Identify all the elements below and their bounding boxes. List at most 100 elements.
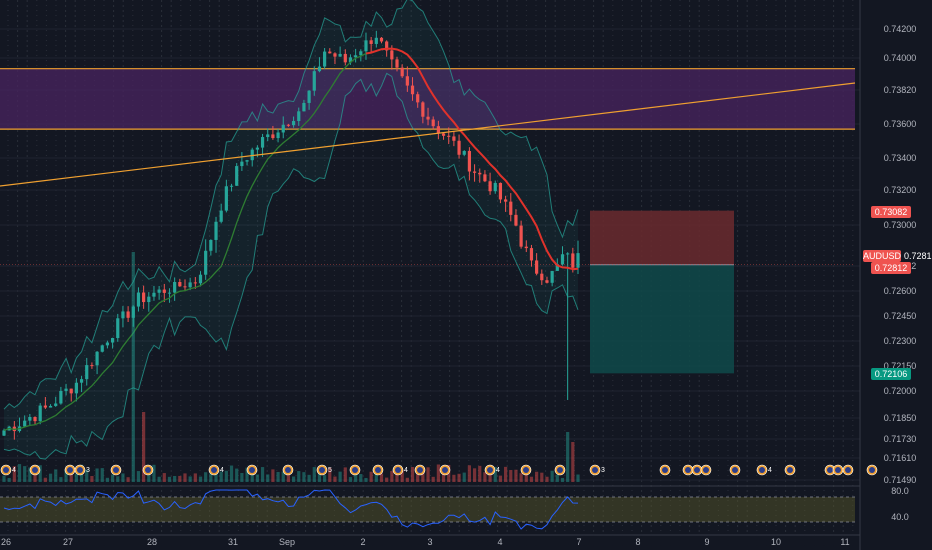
event-count-label: 3 xyxy=(86,467,90,474)
rsi-tick-label: 40.0 xyxy=(891,512,909,522)
volume-bar xyxy=(188,476,192,482)
volume-bar xyxy=(219,471,223,482)
candle xyxy=(400,67,404,77)
candle xyxy=(498,182,503,200)
candle xyxy=(385,41,389,51)
volume-bar xyxy=(74,473,78,482)
event-count-label: 3 xyxy=(601,467,605,474)
candle xyxy=(229,185,234,187)
take-profit-zone[interactable] xyxy=(590,264,734,374)
candle xyxy=(33,416,37,422)
volume-bar xyxy=(266,474,270,482)
event-flag-center xyxy=(3,467,9,473)
candle xyxy=(509,201,513,215)
candle xyxy=(90,365,94,367)
volume-bar xyxy=(12,466,16,482)
candle xyxy=(74,382,78,394)
volume-bar xyxy=(162,473,166,482)
candle xyxy=(343,53,347,63)
volume-bar xyxy=(524,469,528,482)
candle xyxy=(317,66,322,72)
volume-bar xyxy=(483,472,487,482)
volume-bar xyxy=(535,471,539,482)
price-tick-label: 0.72600 xyxy=(884,286,917,296)
ascending-trendline[interactable] xyxy=(0,82,856,187)
candle xyxy=(204,250,208,275)
candle xyxy=(364,40,368,52)
volume-bar xyxy=(90,475,94,482)
volume-bar xyxy=(343,467,347,482)
event-flag-center xyxy=(375,467,381,473)
event-flag-center xyxy=(113,467,119,473)
moving-average xyxy=(3,47,579,432)
volume-bar xyxy=(514,469,518,482)
volume-bar xyxy=(509,469,513,482)
candle xyxy=(136,292,141,307)
bollinger-fill xyxy=(4,0,578,460)
price-tick-label: 0.72300 xyxy=(884,336,917,346)
trade-position-box[interactable] xyxy=(0,210,855,374)
volume-bar xyxy=(529,476,534,482)
candle xyxy=(540,273,544,281)
candle xyxy=(100,345,104,352)
candle xyxy=(286,124,291,126)
candle xyxy=(142,292,146,303)
event-flag-center xyxy=(352,467,358,473)
candle xyxy=(379,37,384,42)
time-axis[interactable]: 26 27 28 31 Sep 2 3 4 7 8 9 10 11 xyxy=(1,537,850,547)
candle xyxy=(467,151,472,172)
volume-bar xyxy=(121,473,125,482)
price-tick-label: 0.72150 xyxy=(884,361,917,371)
volume-bar xyxy=(472,468,477,482)
volume-bar xyxy=(436,464,440,482)
event-flag-center xyxy=(417,467,423,473)
candle xyxy=(312,71,316,91)
time-tick-label: 26 xyxy=(1,537,11,547)
volume-bar xyxy=(255,474,259,482)
candle xyxy=(209,239,213,251)
volume-bar xyxy=(157,476,161,482)
volume-bar xyxy=(131,252,135,482)
volume-bar xyxy=(23,466,27,482)
price-tick-label: 0.73000 xyxy=(884,220,917,230)
candle xyxy=(441,133,446,136)
candle xyxy=(250,149,254,161)
volume-bar xyxy=(338,471,342,482)
price-tag-label: AUDUSD xyxy=(863,251,902,261)
time-tick-label: 3 xyxy=(427,537,432,547)
volume-bar xyxy=(64,469,68,482)
volume-bar xyxy=(209,473,213,482)
candle xyxy=(504,199,508,202)
volume-bar xyxy=(498,475,503,482)
event-flag-center xyxy=(845,467,851,473)
volume-bar xyxy=(519,473,523,482)
candle xyxy=(235,166,239,186)
volume-bar xyxy=(167,476,172,482)
volume-bar xyxy=(560,477,565,482)
volume-bar xyxy=(224,470,228,482)
event-flag-center xyxy=(249,467,255,473)
volume-bar xyxy=(198,476,203,482)
candle xyxy=(323,51,327,67)
economic-events[interactable]: 4345443343 xyxy=(0,464,878,476)
volume-bar xyxy=(307,474,311,482)
price-tick-label: 0.74200 xyxy=(884,24,917,34)
event-flag-center xyxy=(869,467,875,473)
volume-bar xyxy=(369,471,373,482)
price-tick-label: 0.71610 xyxy=(884,453,917,463)
time-tick-label: 10 xyxy=(771,537,781,547)
volume-bar xyxy=(364,477,368,482)
candle xyxy=(28,416,32,421)
volume-bar xyxy=(100,468,104,482)
candle xyxy=(240,161,244,167)
event-flag-center xyxy=(662,467,668,473)
candle xyxy=(405,76,409,86)
volume-bar xyxy=(116,476,120,482)
stop-loss-zone[interactable] xyxy=(590,210,734,265)
volume-bar xyxy=(462,472,466,482)
trendline[interactable] xyxy=(0,82,856,187)
price-tick-label: 0.73200 xyxy=(884,185,917,195)
volume-bar xyxy=(571,442,575,482)
volume-bar xyxy=(410,466,415,482)
